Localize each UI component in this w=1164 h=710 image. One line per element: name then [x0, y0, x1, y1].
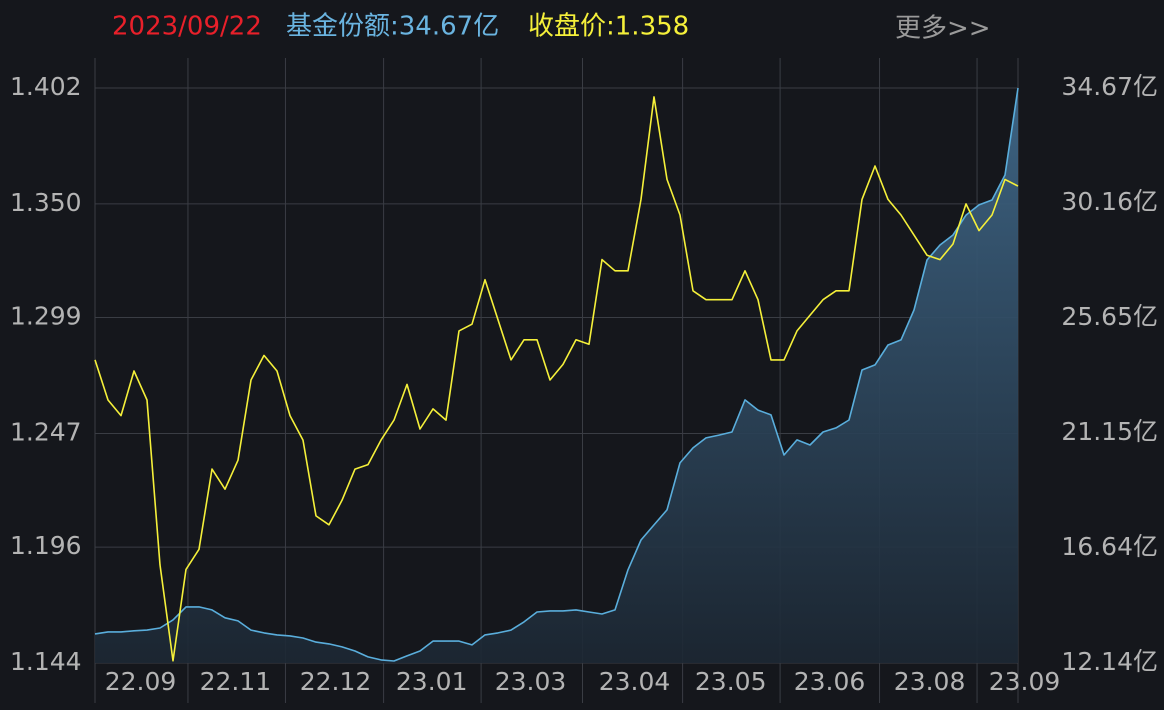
y-tick-label: 1.144	[10, 647, 82, 676]
x-tick-label: 23.04	[599, 667, 671, 696]
y2-tick-label: 25.65亿	[1061, 302, 1158, 331]
series-line	[94, 87, 1019, 662]
y2-tick-label: 34.67亿	[1061, 72, 1158, 101]
y-tick-label: 1.402	[10, 72, 82, 101]
y2-tick-label: 21.15亿	[1061, 417, 1158, 446]
date-label: 2023/09/22	[112, 12, 262, 42]
y-tick-label: 1.299	[10, 302, 82, 331]
y2-tick-label: 16.64亿	[1061, 532, 1158, 561]
x-tick-label: 23.05	[695, 667, 767, 696]
y2-tick-label: 12.14亿	[1061, 647, 1158, 676]
x-tick-label: 23.03	[495, 667, 567, 696]
y-tick-label: 1.196	[10, 531, 82, 560]
x-tick-label: 23.06	[794, 667, 866, 696]
y2-tick-label: 30.16亿	[1061, 187, 1158, 216]
close-label: 收盘价:1.358	[528, 12, 689, 42]
x-tick-label: 22.11	[200, 667, 272, 696]
x-tick-label: 22.12	[300, 667, 372, 696]
share-label: 基金份额:34.67亿	[286, 12, 499, 42]
x-tick-label: 22.09	[105, 667, 177, 696]
x-tick-label: 23.08	[894, 667, 966, 696]
y-tick-label: 1.350	[10, 188, 82, 217]
series-line	[94, 96, 1019, 662]
series-area	[95, 88, 1018, 663]
more-link[interactable]: 更多>>	[895, 14, 991, 44]
x-tick-label: 23.09	[989, 667, 1061, 696]
y-tick-label: 1.247	[10, 417, 82, 446]
x-tick-label: 23.01	[396, 667, 468, 696]
